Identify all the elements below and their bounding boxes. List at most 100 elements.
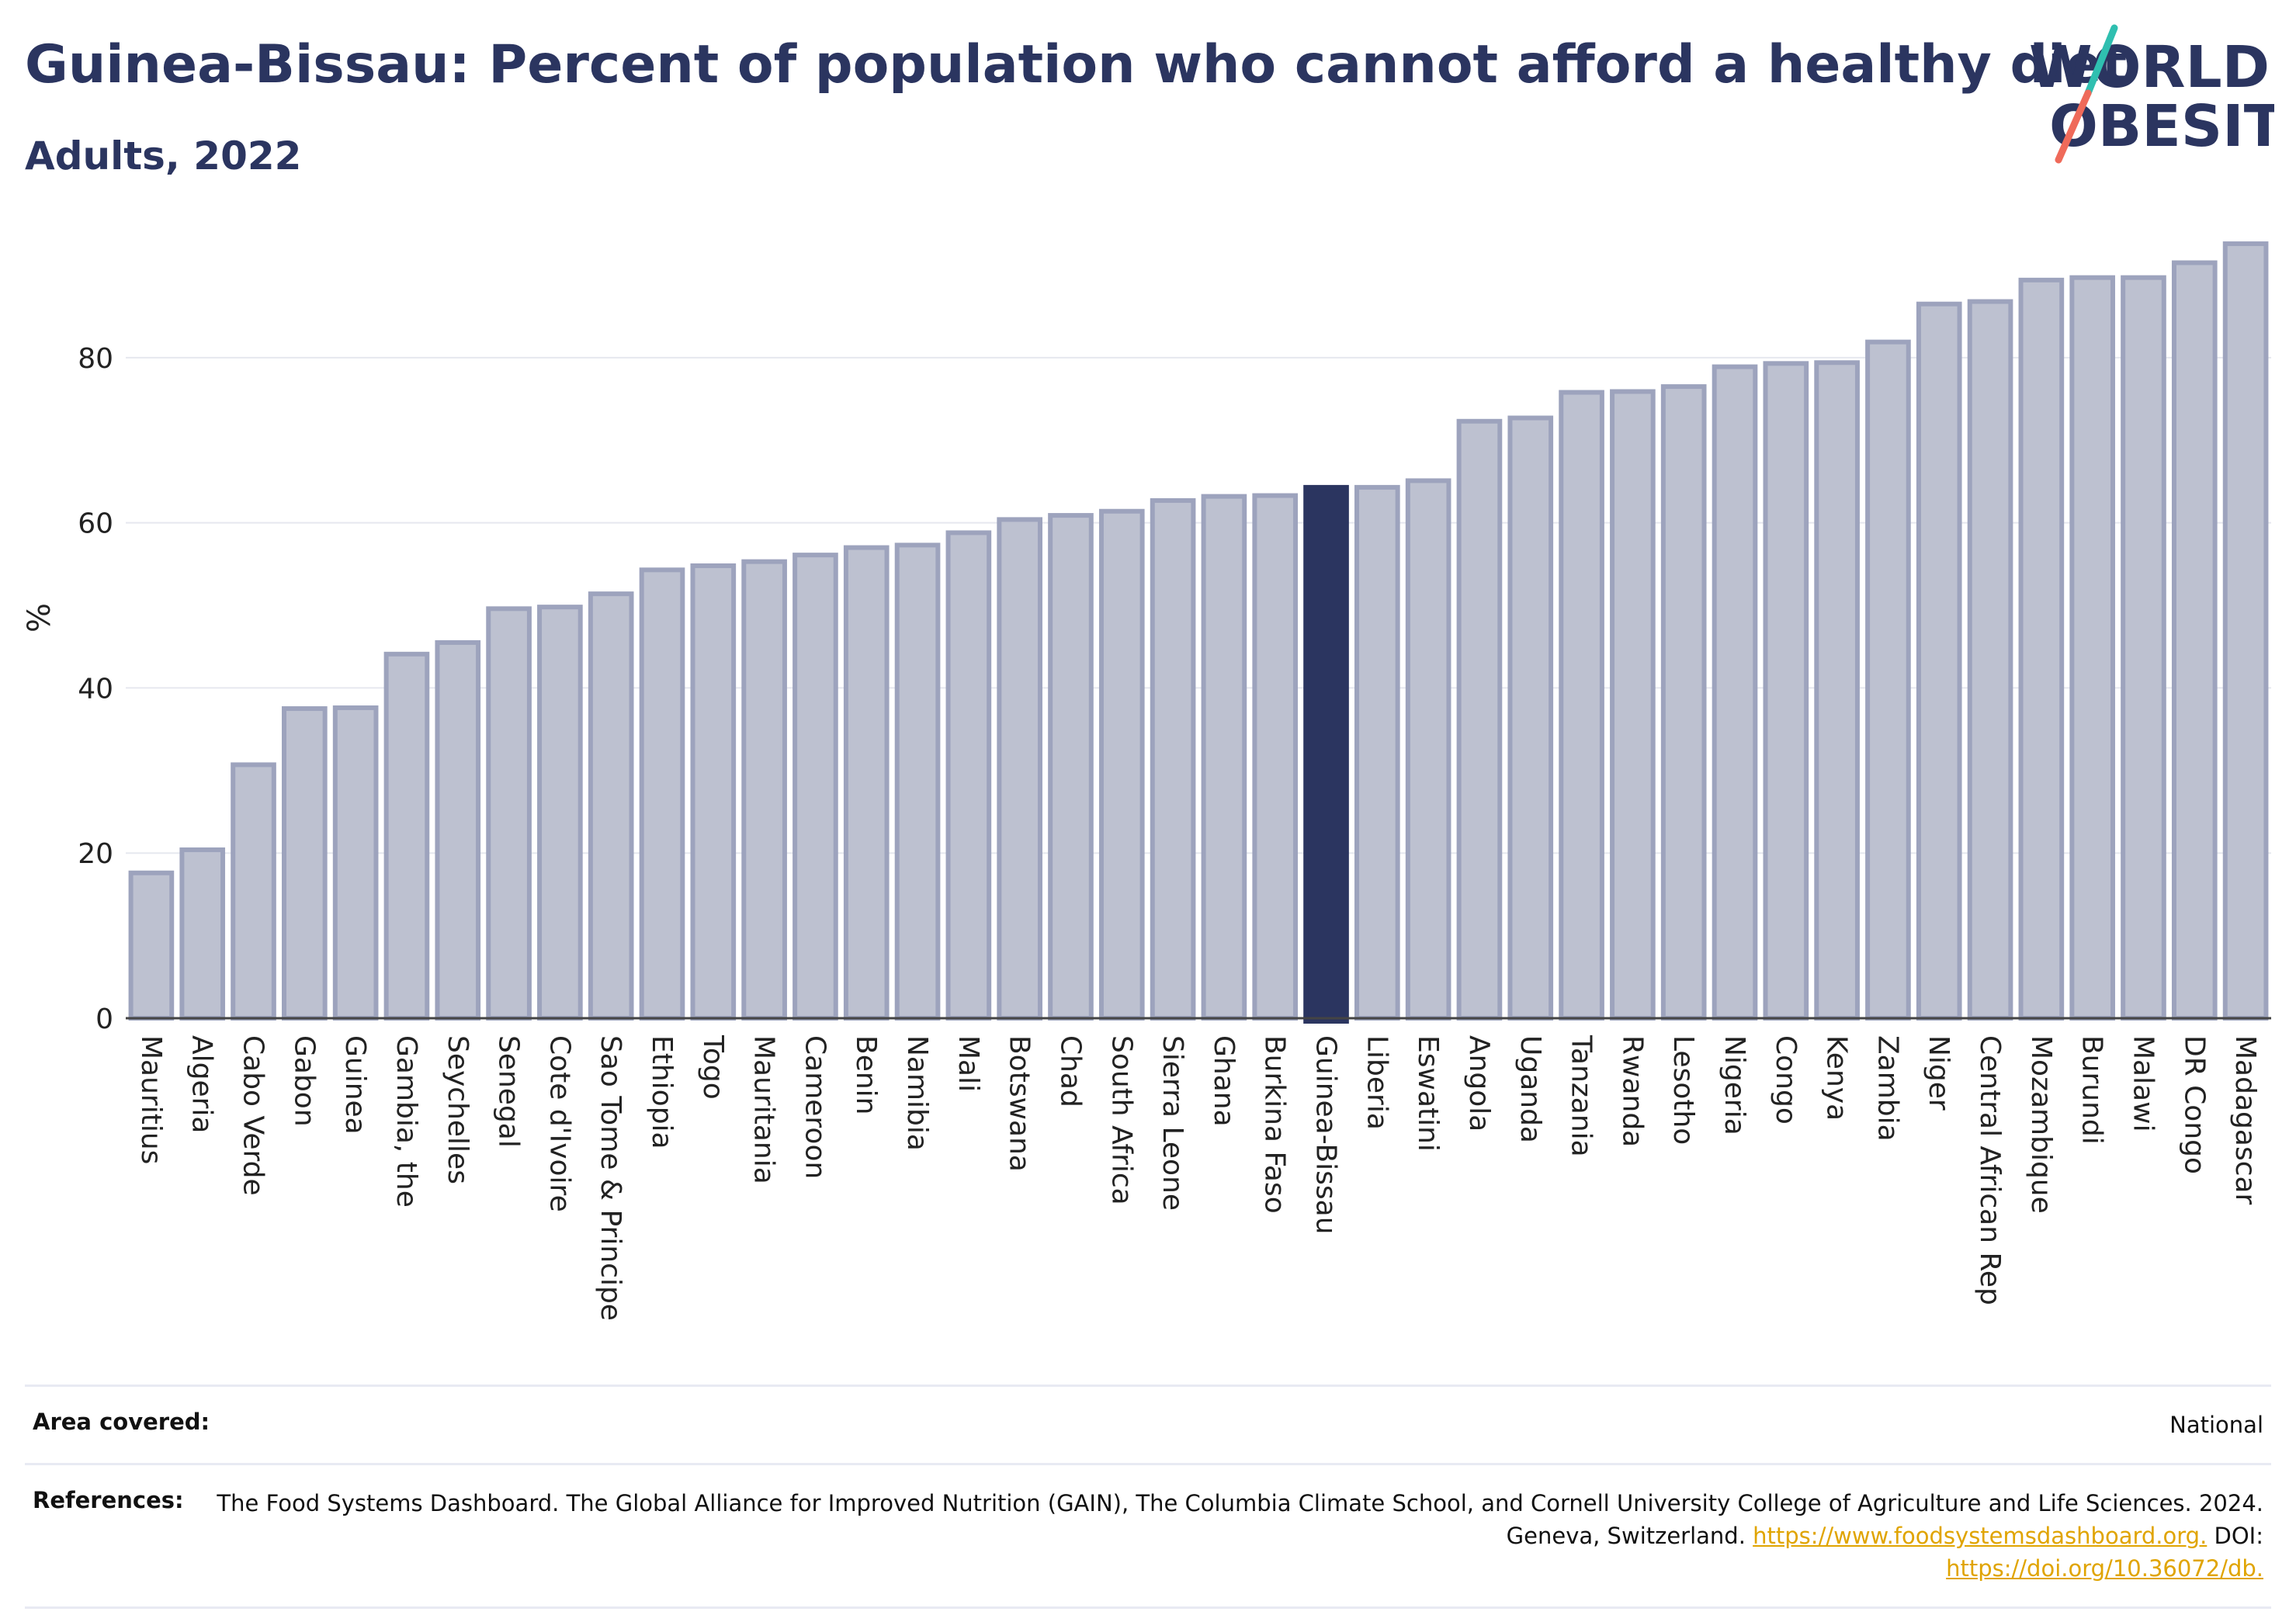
x-tick-label: Congo [1770,1035,1802,1125]
bar [1150,497,1196,1021]
x-tick-label: Guinea-Bissau [1310,1035,1342,1235]
x-tick-label: Togo [697,1035,729,1100]
x-tick-label: Rwanda [1616,1035,1648,1147]
x-tick-label: Cote d'Ivoire [543,1035,575,1212]
bar [282,706,328,1021]
x-tick-label: Cabo Verde [238,1035,269,1196]
footer-area-row: Area covered: National [25,1385,2271,1463]
x-tick-label: Uganda [1514,1035,1546,1143]
x-tick-label: Mauritius [135,1035,167,1164]
x-tick-label: Namibia [901,1035,933,1151]
footer-references-row: References: The Food Systems Dashboard. … [25,1463,2271,1609]
bar [2069,275,2115,1021]
x-tick-label: Guinea [339,1035,371,1135]
bar [1763,361,1809,1021]
bar [1814,360,1860,1021]
bar [1865,339,1911,1021]
chart-subtitle: Adults, 2022 [25,133,302,178]
bar [690,563,737,1021]
x-tick-label: Nigeria [1719,1035,1750,1135]
x-tick-label: Seychelles [442,1035,473,1184]
doi-link[interactable]: https://doi.org/10.36072/db. [1946,1555,2263,1582]
x-tick-label: Lesotho [1667,1035,1699,1145]
bar [1559,390,1604,1021]
bar [1252,493,1299,1021]
y-tick-label: 40 [78,673,113,705]
x-tick-label: Burundi [2076,1035,2108,1145]
x-tick-label: Madagascar [2229,1035,2261,1205]
x-tick-label: Algeria [186,1035,218,1134]
bar [435,639,481,1021]
bar [332,705,379,1021]
y-axis-label: % [22,603,57,633]
references-text: The Food Systems Dashboard. The Global A… [217,1490,2263,1549]
references-value: The Food Systems Dashboard. The Global A… [215,1487,2263,1585]
bar [486,606,532,1021]
x-tick-label: Benin [850,1035,882,1114]
x-tick-label: Central African Rep [1974,1035,2006,1305]
bar [128,870,175,1021]
x-tick-label: Sao Tome & Principe [595,1035,626,1321]
y-tick-label: 20 [78,838,113,870]
bar [1354,484,1400,1021]
bar [639,567,685,1021]
x-tick-label: Angola [1463,1035,1495,1132]
x-tick-label: Ethiopia [646,1035,678,1149]
bar [383,651,430,1021]
foodsystems-link[interactable]: https://www.foodsystemsdashboard.org. [1753,1523,2208,1549]
bar [843,545,890,1021]
bar [1507,415,1554,1021]
bar [231,762,276,1021]
doi-label: DOI: [2214,1523,2263,1549]
x-tick-label: Sierra Leone [1157,1035,1188,1211]
bar [793,553,838,1021]
bar [1098,508,1145,1021]
x-tick-label: Burkina Faso [1259,1035,1291,1214]
x-tick-label: Cameroon [799,1035,831,1179]
y-tick-label: 0 [95,1003,113,1035]
bar [1967,299,2013,1021]
bar [1712,364,1758,1021]
bar [1201,494,1247,1021]
x-tick-label: Senegal [493,1035,525,1148]
bar-highlighted [1303,484,1349,1024]
area-covered-label: Area covered: [33,1409,210,1435]
bar [1916,301,1962,1021]
bar [2121,275,2166,1021]
x-tick-label: DR Congo [2178,1035,2210,1174]
chart-title: Guinea-Bissau: Percent of population who… [25,34,2128,95]
x-tick-label: Malawi [2127,1035,2159,1132]
x-tick-label: Gambia, the [390,1035,422,1208]
logo-line-world: WORLD [2029,34,2270,101]
bar [1405,478,1451,1021]
bar [1456,418,1503,1021]
bar [997,517,1042,1021]
bar [741,559,787,1021]
y-tick-label: 60 [78,508,113,540]
bar [1610,389,1656,1021]
x-tick-label: Mali [952,1035,984,1092]
x-tick-label: Tanzania [1566,1035,1597,1157]
bar [179,847,226,1021]
x-tick-label: Niger [1923,1035,1954,1111]
x-tick-label: South Africa [1105,1035,1137,1205]
bar [894,542,941,1021]
x-tick-label: Eswatini [1412,1035,1444,1152]
bar [2171,260,2218,1021]
x-tick-label: Botswana [1004,1035,1035,1172]
bar-chart: 0 20 40 60 80% Mauritius Algeria Cabo Verde Gabo… [22,241,2271,1321]
bar [1660,384,1707,1021]
world-obesity-logo: WORLD OBESITY [2029,24,2274,164]
bar [945,530,992,1021]
bar [2222,241,2269,1021]
bar [2018,277,2065,1021]
x-tick-label: Chad [1054,1035,1086,1107]
x-tick-label: Mozambique [2025,1035,2057,1214]
bar [537,605,583,1021]
x-tick-label: Ghana [1208,1035,1240,1127]
x-tick-label: Kenya [1821,1035,1853,1121]
chart-footer: Area covered: National References: The F… [25,1385,2271,1609]
area-covered-value: National [2169,1412,2263,1438]
logo-slash-coral [2055,89,2092,164]
logo-slash-teal [2084,24,2118,97]
